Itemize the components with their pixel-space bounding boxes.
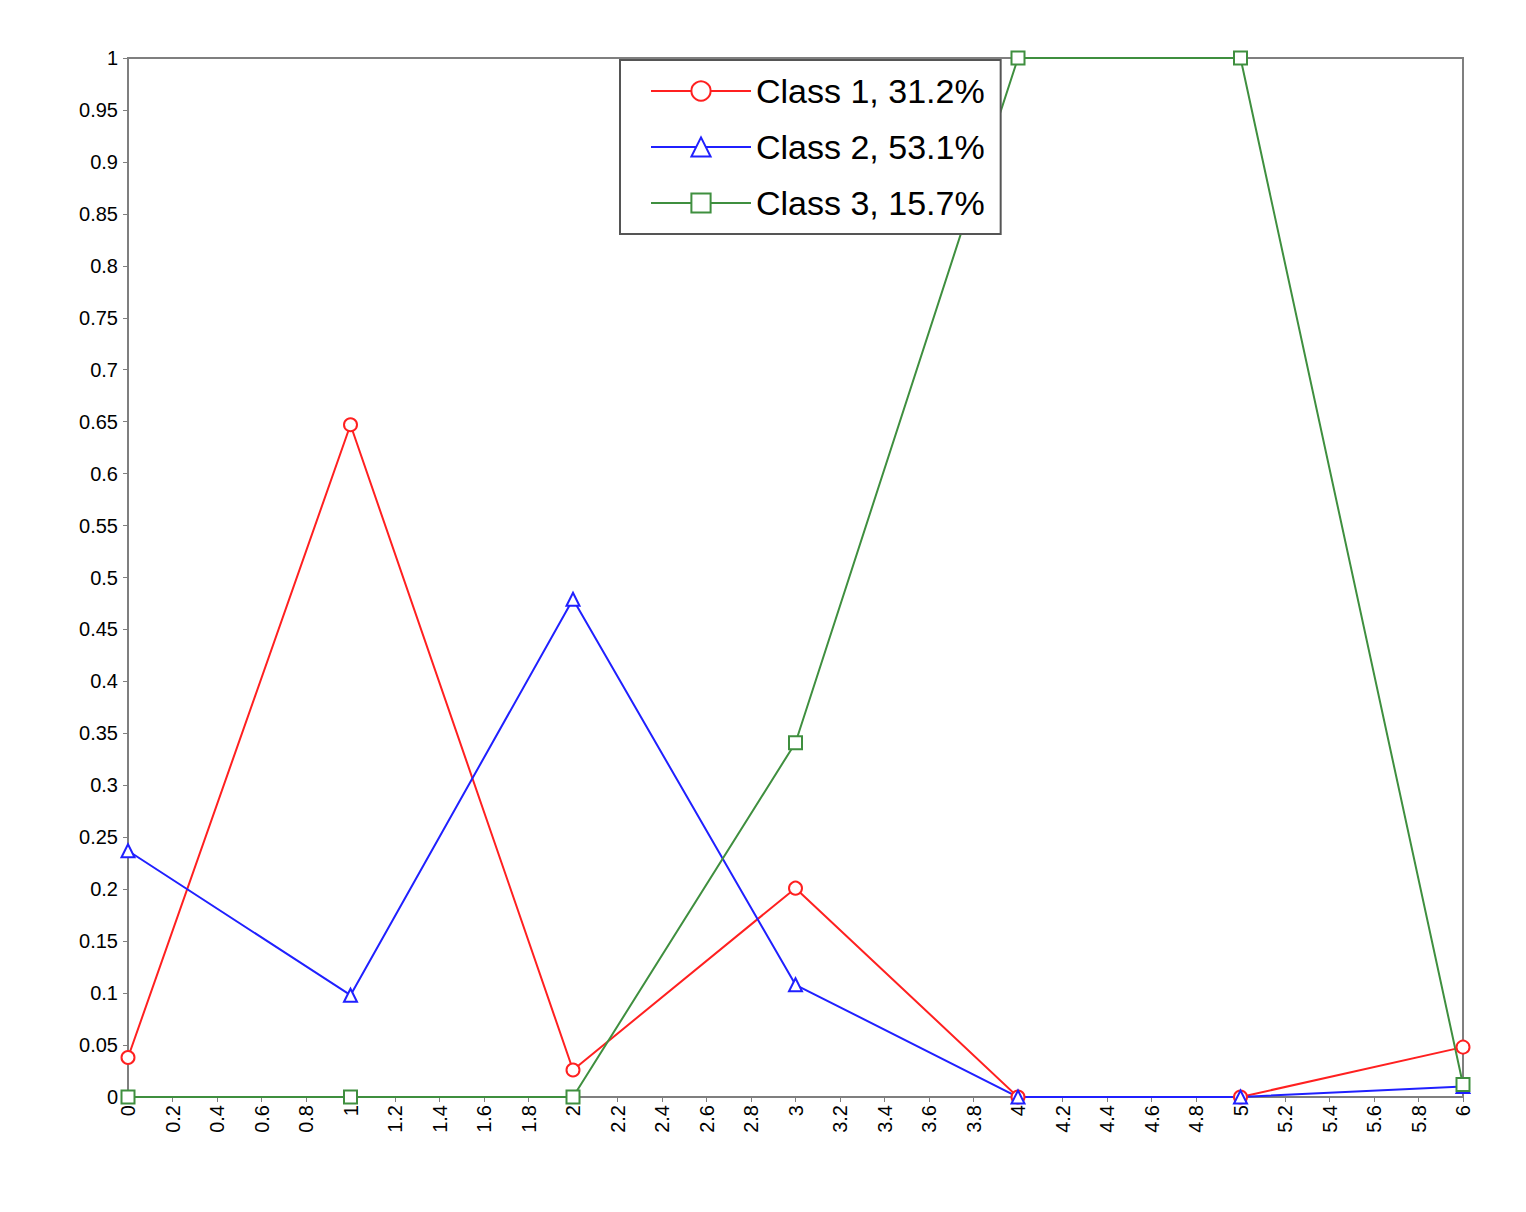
- svg-text:2.2: 2.2: [607, 1105, 629, 1133]
- svg-text:5.4: 5.4: [1319, 1105, 1341, 1133]
- svg-text:0.35: 0.35: [79, 722, 118, 744]
- svg-text:4.6: 4.6: [1141, 1105, 1163, 1133]
- svg-text:2.8: 2.8: [740, 1105, 762, 1133]
- svg-text:5.2: 5.2: [1274, 1105, 1296, 1133]
- svg-text:0.6: 0.6: [251, 1105, 273, 1133]
- svg-text:0.1: 0.1: [90, 982, 118, 1004]
- svg-text:0.8: 0.8: [295, 1105, 317, 1133]
- svg-text:0.95: 0.95: [79, 99, 118, 121]
- svg-text:Class 3, 15.7%: Class 3, 15.7%: [756, 184, 985, 222]
- svg-text:0: 0: [107, 1086, 118, 1108]
- svg-text:5: 5: [1230, 1105, 1252, 1116]
- svg-text:2.6: 2.6: [696, 1105, 718, 1133]
- svg-text:1.4: 1.4: [429, 1105, 451, 1133]
- svg-text:4.4: 4.4: [1096, 1105, 1118, 1133]
- svg-text:4.8: 4.8: [1185, 1105, 1207, 1133]
- svg-text:0.4: 0.4: [206, 1105, 228, 1133]
- svg-text:2.4: 2.4: [651, 1105, 673, 1133]
- svg-text:0.7: 0.7: [90, 359, 118, 381]
- svg-text:2: 2: [562, 1105, 584, 1116]
- svg-text:3.8: 3.8: [963, 1105, 985, 1133]
- svg-text:0.2: 0.2: [162, 1105, 184, 1133]
- svg-text:1.8: 1.8: [518, 1105, 540, 1133]
- svg-text:4.2: 4.2: [1052, 1105, 1074, 1133]
- svg-text:3.4: 3.4: [874, 1105, 896, 1133]
- svg-text:1: 1: [107, 47, 118, 69]
- svg-text:3.6: 3.6: [918, 1105, 940, 1133]
- svg-text:0: 0: [117, 1105, 139, 1116]
- svg-text:0.2: 0.2: [90, 878, 118, 900]
- svg-text:5.6: 5.6: [1363, 1105, 1385, 1133]
- svg-text:0.8: 0.8: [90, 255, 118, 277]
- svg-text:0.4: 0.4: [90, 670, 118, 692]
- svg-text:0.55: 0.55: [79, 515, 118, 537]
- svg-text:0.3: 0.3: [90, 774, 118, 796]
- svg-text:0.25: 0.25: [79, 826, 118, 848]
- svg-text:0.45: 0.45: [79, 618, 118, 640]
- svg-text:0.9: 0.9: [90, 151, 118, 173]
- svg-text:Class 2, 53.1%: Class 2, 53.1%: [756, 128, 985, 166]
- svg-text:4: 4: [1007, 1105, 1029, 1116]
- svg-text:5.8: 5.8: [1408, 1105, 1430, 1133]
- svg-text:1.2: 1.2: [384, 1105, 406, 1133]
- svg-text:0.05: 0.05: [79, 1034, 118, 1056]
- svg-text:0.75: 0.75: [79, 307, 118, 329]
- svg-text:Class 1, 31.2%: Class 1, 31.2%: [756, 72, 985, 110]
- svg-text:0.65: 0.65: [79, 411, 118, 433]
- svg-text:0.6: 0.6: [90, 463, 118, 485]
- svg-text:1.6: 1.6: [473, 1105, 495, 1133]
- svg-text:6: 6: [1452, 1105, 1474, 1116]
- svg-text:0.5: 0.5: [90, 567, 118, 589]
- svg-text:0.15: 0.15: [79, 930, 118, 952]
- svg-text:1: 1: [340, 1105, 362, 1116]
- svg-text:3: 3: [785, 1105, 807, 1116]
- svg-text:0.85: 0.85: [79, 203, 118, 225]
- svg-text:3.2: 3.2: [829, 1105, 851, 1133]
